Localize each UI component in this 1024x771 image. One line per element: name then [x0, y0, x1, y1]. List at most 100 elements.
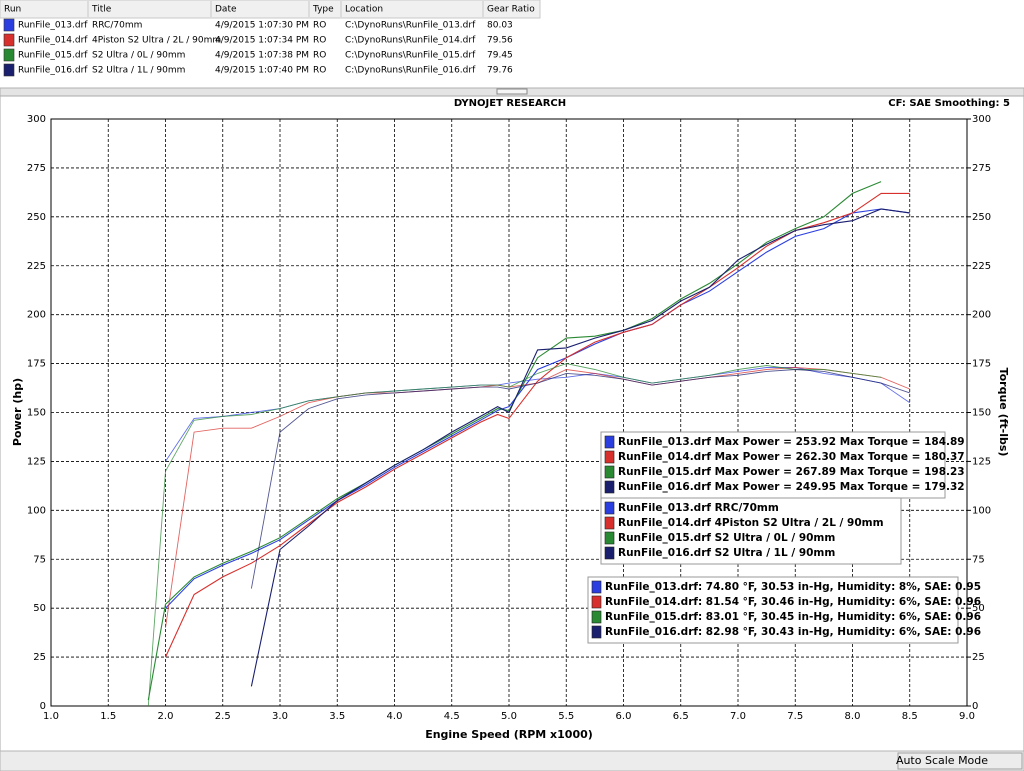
table-cell: RunFile_013.drf: [18, 21, 88, 31]
legend-swatch: [591, 610, 602, 624]
table-cell: RO: [313, 36, 326, 46]
y-tick-label: 250: [27, 212, 46, 223]
table-cell: 79.76: [487, 66, 513, 76]
x-tick-label: 8.5: [902, 711, 918, 722]
run-color-icon: [3, 33, 15, 47]
y2-axis-label: Torque (ft-lbs): [997, 368, 1010, 457]
column-header: Type: [312, 5, 334, 15]
x-tick-label: 8.0: [845, 711, 861, 722]
column-header: Gear Ratio: [487, 5, 535, 15]
table-cell: C:\DynoRuns\RunFile_014.drf: [345, 36, 476, 46]
legend-swatch: [604, 480, 615, 494]
table-cell: RO: [313, 51, 326, 61]
y2-tick-label: 125: [972, 456, 991, 467]
legend-swatch: [604, 501, 615, 515]
status-bar: [0, 750, 1024, 771]
legend-swatch: [604, 531, 615, 545]
torque-line: [250, 369, 910, 589]
power-line: [164, 192, 910, 658]
table-cell: 4/9/2015 1:07:30 PM: [215, 21, 309, 31]
splitter-handle[interactable]: [496, 88, 528, 95]
x-tick-label: 6.0: [616, 711, 632, 722]
y2-tick-label: 250: [972, 212, 991, 223]
y2-tick-label: 300: [972, 114, 991, 125]
x-tick-label: 2.5: [215, 711, 231, 722]
table-cell: S2 Ultra / 0L / 90mm: [92, 51, 185, 61]
max-legend-text: RunFile_014.drf Max Power = 262.30 Max T…: [618, 451, 965, 463]
column-header: Date: [215, 5, 237, 15]
table-cell: 80.03: [487, 21, 513, 31]
legend-swatch: [591, 595, 602, 609]
y2-tick-label: 100: [972, 505, 991, 516]
x-tick-label: 9.0: [959, 711, 975, 722]
table-cell: RunFile_014.drf: [18, 36, 88, 46]
x-tick-label: 5.5: [558, 711, 574, 722]
weather-legend-text: RunFile_016.drf: 82.98 °F, 30.43 in-Hg, …: [605, 626, 981, 638]
legend-swatch: [604, 435, 615, 449]
legend-swatch: [604, 450, 615, 464]
power-line: [165, 208, 910, 609]
y2-tick-label: 175: [972, 359, 991, 370]
table-cell: 4/9/2015 1:07:34 PM: [215, 36, 309, 46]
y2-tick-label: 200: [972, 310, 991, 321]
x-tick-label: 4.0: [387, 711, 403, 722]
chart-title: DYNOJET RESEARCH: [454, 98, 566, 109]
max-legend-box: [600, 431, 946, 499]
table-cell: RRC/70mm: [92, 21, 142, 31]
y2-tick-label: 275: [972, 163, 991, 174]
series-legend-text: RunFile_014.drf 4Piston S2 Ultra / 2L / …: [618, 517, 884, 529]
chart-subtitle: CF: SAE Smoothing: 5: [888, 98, 1010, 109]
weather-legend-text: RunFile_013.drf: 74.80 °F, 30.53 in-Hg, …: [605, 581, 981, 593]
y2-tick-label: 0: [972, 701, 978, 712]
table-header: [0, 0, 541, 19]
x-tick-label: 1.5: [100, 711, 116, 722]
table-cell: RunFile_016.drf: [18, 66, 88, 76]
series-legend-text: RunFile_016.drf S2 Ultra / 1L / 90mm: [618, 547, 835, 559]
table-cell: S2 Ultra / 1L / 90mm: [92, 66, 185, 76]
legend-swatch: [604, 516, 615, 530]
x-tick-label: 3.5: [329, 711, 345, 722]
column-header: Run: [4, 5, 21, 15]
y-tick-label: 275: [27, 163, 46, 174]
y2-tick-label: 225: [972, 261, 991, 272]
torque-line: [147, 363, 882, 707]
y-tick-label: 300: [27, 114, 46, 125]
table-cell: 79.56: [487, 36, 513, 46]
x-tick-label: 1.0: [43, 711, 59, 722]
weather-legend-text: RunFile_014.drf: 81.54 °F, 30.46 in-Hg, …: [605, 596, 981, 608]
y-tick-label: 150: [27, 408, 46, 419]
y2-tick-label: 25: [972, 652, 985, 663]
table-cell: RunFile_015.drf: [18, 51, 88, 61]
table-cell: 4/9/2015 1:07:38 PM: [215, 51, 309, 61]
table-cell: C:\DynoRuns\RunFile_015.drf: [345, 51, 476, 61]
x-tick-label: 5.0: [501, 711, 517, 722]
x-tick-label: 3.0: [272, 711, 288, 722]
run-color-icon: [3, 18, 15, 32]
series-legend-text: RunFile_015.drf S2 Ultra / 0L / 90mm: [618, 532, 835, 544]
legend-swatch: [604, 465, 615, 479]
column-header: Title: [91, 5, 112, 15]
y-tick-label: 125: [27, 456, 46, 467]
table-cell: C:\DynoRuns\RunFile_013.drf: [345, 21, 476, 31]
x-tick-label: 7.0: [730, 711, 746, 722]
series-legend-box: [600, 497, 902, 565]
weather-legend-box: [587, 576, 959, 644]
y-tick-label: 225: [27, 261, 46, 272]
max-legend-text: RunFile_016.drf Max Power = 249.95 Max T…: [618, 481, 965, 493]
status-cell: [897, 752, 1023, 770]
table-cell: 4Piston S2 Ultra / 2L / 90mm: [92, 36, 221, 46]
legend-swatch: [591, 625, 602, 639]
x-axis-label: Engine Speed (RPM x1000): [425, 728, 593, 741]
y2-tick-label: 50: [972, 603, 985, 614]
y-tick-label: 200: [27, 310, 46, 321]
max-legend-text: RunFile_013.drf Max Power = 253.92 Max T…: [618, 436, 965, 448]
y2-tick-label: 75: [972, 554, 985, 565]
run-color-icon: [3, 48, 15, 62]
run-color-icon: [3, 63, 15, 77]
y-tick-label: 0: [40, 701, 46, 712]
y-axis-label: Power (hp): [11, 378, 24, 446]
table-cell: C:\DynoRuns\RunFile_016.drf: [345, 66, 476, 76]
x-tick-label: 4.5: [444, 711, 460, 722]
y-tick-label: 50: [33, 603, 46, 614]
